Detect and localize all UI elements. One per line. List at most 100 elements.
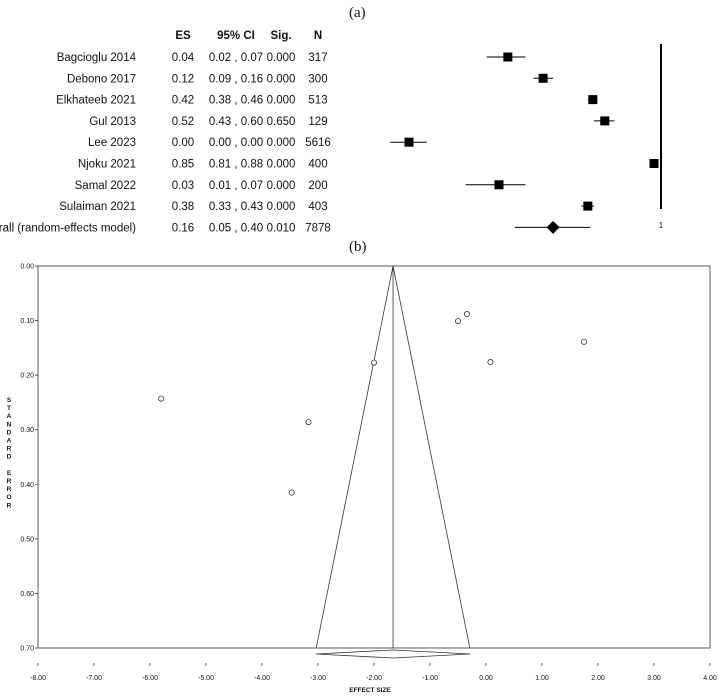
forest-study-es: 0.03 [172, 180, 194, 192]
forest-study-es: 0.52 [172, 116, 194, 128]
forest-overall-sig: 0.010 [267, 222, 296, 234]
forest-point-square [588, 95, 598, 105]
forest-study-name: Elkhateeb 2021 [56, 95, 136, 107]
forest-overall-es: 0.16 [172, 222, 194, 234]
forest-study-name: Debono 2017 [67, 73, 136, 85]
funnel-y-tick-label: 0.10 [20, 318, 34, 325]
forest-study-sig: 0.000 [267, 159, 296, 171]
funnel-y-axis-letter: R [7, 446, 12, 453]
funnel-x-tick-label: 1.00 [535, 675, 549, 682]
funnel-study-point [288, 489, 295, 496]
forest-header-es: ES [175, 30, 191, 42]
forest-study-n: 403 [308, 201, 327, 213]
forest-study-es: 0.38 [172, 201, 194, 213]
forest-study-es: 0.85 [172, 159, 194, 171]
forest-study-sig: 0.000 [267, 137, 296, 149]
funnel-y-axis-letter [8, 462, 10, 469]
funnel-x-tick-label: -2.00 [366, 675, 382, 682]
forest-study-name: Gul 2013 [89, 116, 136, 128]
forest-point-square [600, 116, 610, 126]
forest-study-es: 0.04 [172, 52, 195, 64]
forest-point-square [404, 137, 414, 147]
funnel-study-point [454, 318, 461, 325]
funnel-x-tick-label: 3.00 [647, 675, 661, 682]
funnel-y-tick-label: 0.00 [20, 264, 34, 271]
panel-a-label: (a) [349, 5, 366, 21]
funnel-x-tick-label: -1.00 [422, 675, 438, 682]
funnel-right-boundary [392, 265, 471, 649]
funnel-x-tick-label: -8.00 [30, 675, 46, 682]
funnel-x-tick-label: -6.00 [142, 675, 158, 682]
forest-study-sig: 0.000 [267, 95, 296, 107]
forest-study-es: 0.12 [172, 73, 194, 85]
funnel-x-tick-label: 2.00 [591, 675, 605, 682]
funnel-plot-frame [37, 265, 711, 649]
forest-study-n: 5616 [305, 137, 331, 149]
forest-study-ci: 0.01 , 0.07 [209, 180, 263, 192]
funnel-study-point [463, 311, 470, 318]
panel-b-label: (b) [349, 239, 367, 255]
forest-study-sig: 0.000 [267, 180, 296, 192]
funnel-x-tick-label: -3.00 [310, 675, 326, 682]
forest-study-n: 317 [308, 52, 327, 64]
funnel-pooled-diamond [315, 649, 471, 659]
funnel-y-axis-letter: R [7, 486, 12, 493]
forest-study-name: Njoku 2021 [78, 159, 136, 171]
funnel-y-axis-letter: N [7, 421, 12, 428]
funnel-y-tick-label: 0.70 [20, 646, 34, 653]
forest-study-ci: 0.33 , 0.43 [209, 201, 263, 213]
forest-study-sig: 0.000 [267, 52, 296, 64]
funnel-y-axis-letter: E [7, 470, 12, 477]
forest-header-sig: Sig. [270, 30, 291, 42]
forest-study-n: 200 [308, 180, 327, 192]
funnel-x-tick-label: -4.00 [254, 675, 270, 682]
forest-study-sig: 0.000 [267, 73, 296, 85]
funnel-x-tick-label: -7.00 [86, 675, 102, 682]
funnel-study-point [305, 419, 312, 426]
funnel-y-axis-letter: S [7, 397, 12, 404]
forest-point-square [538, 73, 548, 83]
funnel-left-boundary [315, 265, 394, 649]
funnel-y-tick-label: 0.20 [20, 373, 34, 380]
forest-study-ci: 0.09 , 0.16 [209, 73, 263, 85]
funnel-y-tick-label: 0.30 [20, 427, 34, 434]
funnel-y-axis-letter: D [7, 454, 12, 461]
funnel-y-tick-label: 0.40 [20, 482, 34, 489]
forest-study-ci: 0.81 , 0.88 [209, 159, 263, 171]
forest-study-ci: 0.38 , 0.46 [209, 95, 263, 107]
funnel-x-tick-label: 0.00 [479, 675, 493, 682]
funnel-study-point [581, 338, 588, 345]
forest-study-ci: 0.43 , 0.60 [209, 116, 263, 128]
forest-study-n: 300 [308, 73, 327, 85]
forest-plot: ES 95% CI Sig. N Bagcioglu 2014 0.04 0.02 , 0.… [0, 0, 719, 238]
forest-study-name: Samal 2022 [75, 180, 136, 192]
forest-point-square [649, 159, 659, 168]
forest-study-es: 0.00 [172, 137, 194, 149]
funnel-y-axis-letter: R [7, 502, 12, 509]
funnel-y-axis-letter: D [7, 429, 12, 436]
funnel-y-axis-letter: A [7, 438, 12, 445]
forest-point-square [583, 201, 593, 211]
forest-study-ci: 0.02 , 0.07 [209, 52, 263, 64]
forest-plot-svg: ES 95% CI Sig. N Bagcioglu 2014 0.04 0.02 , 0.… [0, 30, 664, 234]
forest-study-name: Sulaiman 2021 [59, 201, 136, 213]
funnel-x-axis-label: EFFECT SIZE [349, 687, 391, 694]
funnel-study-point [487, 359, 494, 366]
funnel-y-axis-letter: A [7, 413, 12, 420]
funnel-y-tick-label: 0.50 [20, 536, 34, 543]
forest-study-n: 400 [308, 159, 327, 171]
forest-study-sig: 0.650 [267, 116, 296, 128]
funnel-study-point [370, 359, 377, 366]
forest-header-ci: 95% CI [217, 30, 255, 42]
funnel-y-axis-letter: O [6, 494, 11, 501]
funnel-y-tick-label: 0.60 [20, 591, 34, 598]
funnel-plot: 0.00 0.10 0.20 0.30 0.40 0.50 0.60 0.70 -8.00 -7.… [0, 238, 719, 695]
forest-overall-n: 7878 [305, 222, 331, 234]
funnel-plot-svg: 0.00 0.10 0.20 0.30 0.40 0.50 0.60 0.70 -8.00 -7.… [6, 264, 717, 695]
funnel-x-tick-label: 4.00 [703, 675, 717, 682]
funnel-y-axis-letter: R [7, 478, 12, 485]
forest-study-name: Lee 2023 [88, 137, 136, 149]
funnel-x-tick-label: -5.00 [198, 675, 214, 682]
funnel-y-axis-letter: T [7, 405, 11, 412]
forest-overall-diamond [546, 220, 560, 234]
